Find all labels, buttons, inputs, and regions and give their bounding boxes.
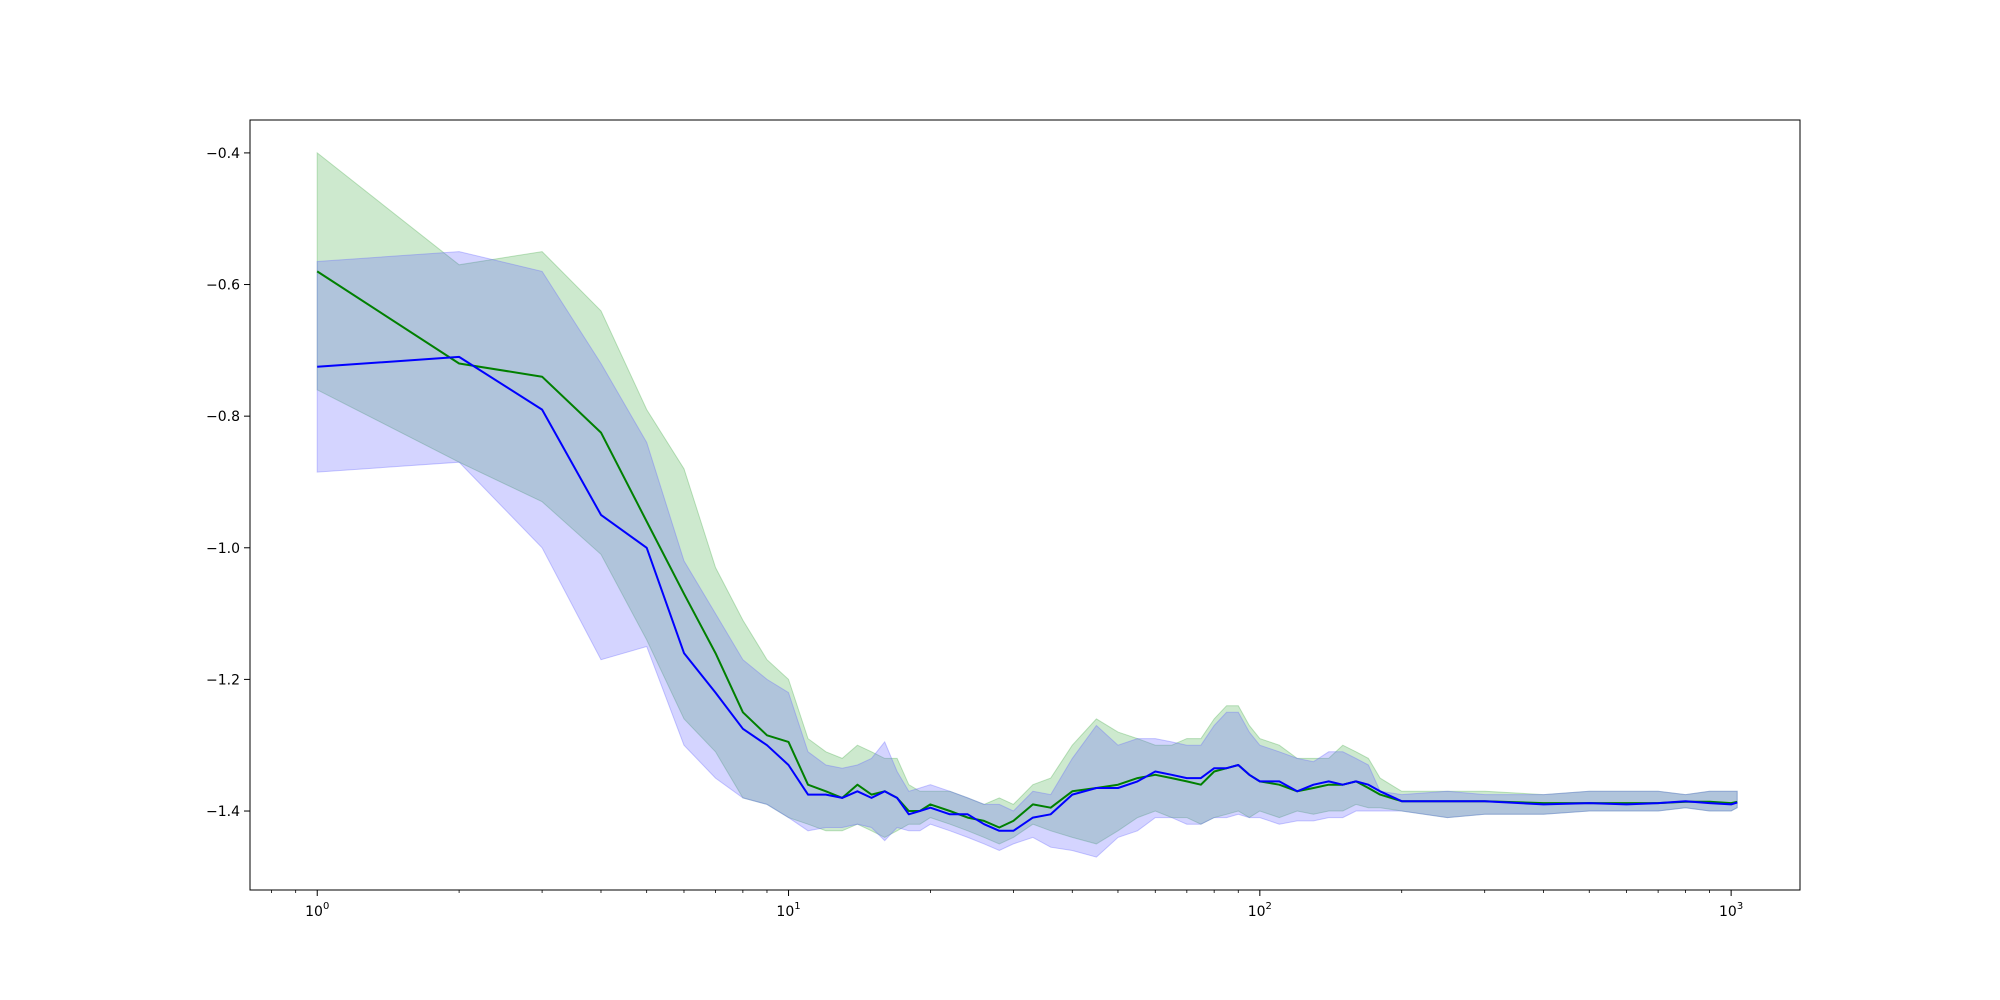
confidence-band-2 bbox=[316, 251, 1738, 858]
x-axis-ticks: 100 101 102 103 bbox=[271, 890, 1743, 920]
series-line-2 bbox=[317, 355, 1738, 832]
x-tick-exponent: 2 bbox=[1266, 901, 1272, 912]
series-lines bbox=[316, 270, 1738, 832]
x-tick-label: 100 bbox=[305, 901, 329, 920]
x-tick-label: 103 bbox=[1719, 901, 1743, 920]
y-tick-label: −0.8 bbox=[206, 409, 240, 425]
confidence-bands bbox=[316, 151, 1738, 858]
x-tick-base: 10 bbox=[1719, 904, 1737, 920]
x-tick-exponent: 1 bbox=[794, 901, 800, 912]
y-axis-ticks: −0.4 −0.6 −0.8 −1.0 −1.2 −1.4 bbox=[206, 146, 250, 820]
plot-frame bbox=[249, 119, 1801, 891]
x-tick-label: 101 bbox=[776, 901, 800, 920]
x-tick-exponent: 3 bbox=[1737, 901, 1743, 912]
x-tick-base: 10 bbox=[1248, 904, 1266, 920]
y-tick-label: −1.4 bbox=[206, 804, 240, 820]
confidence-band-1 bbox=[316, 151, 1738, 845]
x-tick-base: 10 bbox=[776, 904, 794, 920]
y-tick-label: −1.2 bbox=[206, 672, 240, 688]
y-tick-label: −0.4 bbox=[206, 146, 240, 162]
x-tick-label: 102 bbox=[1248, 901, 1272, 920]
x-tick-base: 10 bbox=[305, 904, 323, 920]
y-tick-label: −0.6 bbox=[206, 278, 240, 294]
y-tick-label: −1.0 bbox=[206, 541, 240, 557]
x-tick-exponent: 0 bbox=[323, 901, 329, 912]
